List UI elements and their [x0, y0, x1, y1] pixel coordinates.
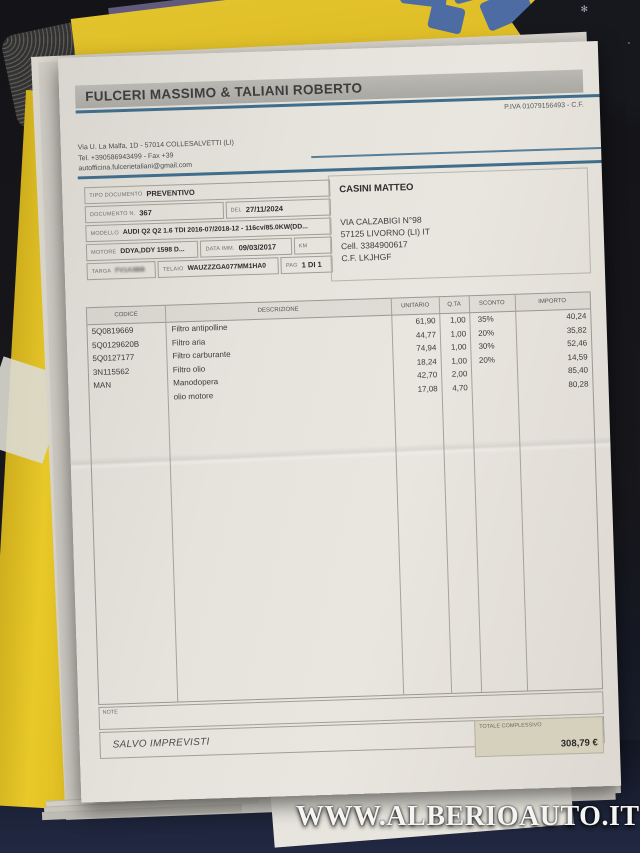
- total-box: TOTALE COMPLESSIVO 308,79 €: [474, 716, 605, 758]
- company-name: FULCERI MASSIMO & TALIANI ROBERTO: [84, 80, 363, 105]
- header-unitario: UNITARIO: [400, 302, 430, 310]
- customer-name: CASINI MATTEO: [339, 181, 414, 196]
- header-codice: CODICE: [114, 311, 138, 319]
- meta-km: KM: [293, 236, 333, 255]
- salvo-text: SALVO IMPREVISTI: [112, 736, 210, 751]
- company-address: Via U. La Malfa, 1D - 57014 COLLESALVETT…: [78, 139, 235, 175]
- customer-cf: C.F. LKJHGF: [341, 251, 392, 264]
- total-label: TOTALE COMPLESSIVO: [479, 722, 542, 731]
- items-table: CODICE DESCRIZIONE UNITARIO Q.TA SCONTO …: [85, 291, 604, 706]
- meta-targa: TARGA FV1A3BB: [86, 261, 157, 281]
- divider: [311, 146, 602, 159]
- meta-motore: MOTORE DDYA,DDY 1598 D...: [85, 240, 199, 262]
- meta-data-imm: DATA IMM. 09/03/2017: [200, 237, 293, 258]
- header-qta: Q.TA: [447, 301, 461, 308]
- document-meta: TIPO DOCUMENTO PREVENTIVO DOCUMENTO N. 3…: [84, 179, 333, 281]
- meta-documento-n: DOCUMENTO N. 367: [84, 201, 224, 224]
- meta-telaio: TELAIO WAUZZZGA077MM1HA0: [157, 257, 280, 278]
- header-descrizione: DESCRIZIONE: [257, 306, 299, 314]
- customer-block: CASINI MATTEO VIA CALZABIGI N°98 57125 L…: [327, 167, 592, 282]
- dashboard-control-icon: ✻: [580, 4, 588, 14]
- watermark: WWW.ALBERIOAUTO.IT: [296, 801, 640, 832]
- meta-del: DEL 27/11/2024: [225, 198, 332, 219]
- customer-details: VIA CALZABIGI N°98 57125 LIVORNO (LI) IT…: [340, 213, 431, 264]
- header-importo: IMPORTO: [538, 298, 567, 306]
- document-paper: FULCERI MASSIMO & TALIANI ROBERTO P.IVA …: [58, 41, 622, 803]
- total-value: 308,79 €: [560, 737, 598, 750]
- dashboard-control-icon: ▫: [627, 40, 630, 47]
- header-sconto: SCONTO: [478, 300, 505, 307]
- meta-pag: PAG 1 DI 1: [280, 255, 333, 275]
- piva-line: P.IVA 01079156493 - C.F.: [504, 101, 584, 112]
